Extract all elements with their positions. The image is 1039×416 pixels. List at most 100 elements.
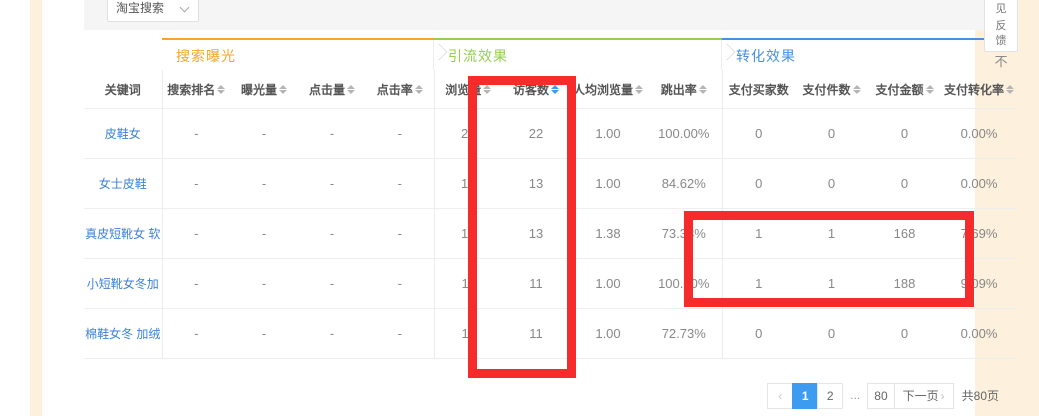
pagination-page-last[interactable]: 80 xyxy=(867,382,895,409)
traffic-source-select-value: 淘宝搜索 xyxy=(116,0,165,15)
pagination-next-label: 下一页 xyxy=(902,388,939,403)
column-header-pv-per-visitor-label: 人均浏览量 xyxy=(572,82,633,97)
cell-search-rank: - xyxy=(161,158,230,209)
cell-paid-items: 0 xyxy=(795,308,868,359)
sort-arrows-icon[interactable] xyxy=(414,84,423,94)
column-header-row: 关键词 搜索排名 曝光量 点击量 点击率 浏览量 访客数 xyxy=(84,70,1017,109)
keyword-effect-table-wrapper: 搜索曝光 引流效果 转化效果 xyxy=(84,30,1017,375)
cell-pageviews: 11 xyxy=(433,258,502,309)
column-header-search-rank[interactable]: 搜索排名 xyxy=(161,70,230,109)
cell-paid-amount: 0 xyxy=(868,308,941,359)
cell-impressions: - xyxy=(230,308,298,359)
cell-clicks: - xyxy=(298,308,366,359)
sort-arrows-icon[interactable] xyxy=(217,84,226,94)
cell-pv-per-visitor: 1.00 xyxy=(570,308,646,359)
cell-ctr: - xyxy=(366,108,434,159)
group-title-search-exposure: 搜索曝光 xyxy=(176,48,236,64)
column-header-paid-buyers: 支付买家数 xyxy=(721,70,795,109)
cell-conversion-rate: 0.00% xyxy=(941,108,1017,159)
group-header-traffic-effect: 引流效果 xyxy=(433,30,722,70)
keyword-link[interactable]: 真皮短靴女 软 xyxy=(85,227,161,241)
column-header-paid-amount[interactable]: 支付金额 xyxy=(868,70,941,109)
table-row: 皮鞋女 - - - - 22 22 1.00 100.00% 0 0 0 0.0… xyxy=(84,108,1017,159)
cell-ctr: - xyxy=(366,258,434,309)
column-header-ctr-label: 点击率 xyxy=(376,82,413,97)
table-row: 真皮短靴女 软 - - - - 18 13 1.38 73.33% 1 1 16… xyxy=(84,208,1017,259)
cell-paid-amount: 0 xyxy=(868,158,941,209)
cell-paid-buyers: 0 xyxy=(721,108,795,159)
sort-arrows-icon[interactable] xyxy=(635,84,643,94)
column-header-pageviews-label: 浏览量 xyxy=(445,82,482,97)
cell-paid-items: 1 xyxy=(795,258,868,309)
keyword-link[interactable]: 女士皮鞋 xyxy=(98,177,147,191)
group-title-conversion-effect: 转化效果 xyxy=(736,48,796,64)
cell-paid-buyers: 0 xyxy=(721,308,795,359)
cell-keyword: 皮鞋女 xyxy=(84,108,163,159)
sort-arrows-icon[interactable] xyxy=(347,84,355,94)
keyword-link[interactable]: 棉鞋女冬 加绒 xyxy=(85,327,161,341)
cell-impressions: - xyxy=(230,208,298,259)
cell-pageviews: 22 xyxy=(433,108,502,159)
cell-paid-buyers: 0 xyxy=(721,158,795,209)
cell-pageviews: 13 xyxy=(433,158,502,209)
column-header-conversion-rate[interactable]: 支付转化率 xyxy=(941,70,1017,109)
sort-arrows-icon[interactable] xyxy=(925,84,934,94)
keyword-link[interactable]: 小短靴女冬加 xyxy=(86,277,159,291)
traffic-source-select[interactable]: 淘宝搜索 xyxy=(107,0,199,22)
sort-arrows-icon[interactable] xyxy=(279,84,287,94)
cell-bounce-rate: 84.62% xyxy=(646,158,722,209)
page-background-strip xyxy=(30,0,42,416)
cell-pv-per-visitor: 1.00 xyxy=(570,158,646,209)
cell-visitors: 22 xyxy=(502,108,570,159)
sort-arrows-icon[interactable] xyxy=(483,84,492,94)
column-header-clicks-label: 点击量 xyxy=(308,82,345,97)
pagination-total-pages: 共80页 xyxy=(961,389,999,403)
cell-pv-per-visitor: 1.00 xyxy=(570,258,646,309)
column-header-ctr[interactable]: 点击率 xyxy=(366,70,434,109)
column-header-paid-items-label: 支付件数 xyxy=(802,82,851,97)
cell-paid-items: 0 xyxy=(795,108,868,159)
pagination: ‹ 1 2 ... 80 下一页 › 共80页 xyxy=(84,375,1017,416)
pagination-page-1[interactable]: 1 xyxy=(792,382,819,409)
cell-clicks: - xyxy=(298,158,366,209)
cell-search-rank: - xyxy=(161,308,230,359)
sort-arrows-icon[interactable] xyxy=(698,84,707,94)
feedback-label-line1: 意见 xyxy=(995,3,1007,15)
column-header-pv-per-visitor[interactable]: 人均浏览量 xyxy=(570,70,646,109)
column-header-bounce-rate[interactable]: 跳出率 xyxy=(646,70,722,109)
cell-visitors: 13 xyxy=(502,158,570,209)
column-header-paid-items[interactable]: 支付件数 xyxy=(795,70,868,109)
feedback-label-line2: 反馈 xyxy=(995,20,1007,47)
sort-arrows-icon[interactable] xyxy=(1006,84,1014,94)
cell-keyword: 小短靴女冬加 xyxy=(84,258,163,309)
cell-search-rank: - xyxy=(161,258,230,309)
cell-search-rank: - xyxy=(161,108,230,159)
group-header-conversion-effect: 转化效果 xyxy=(721,30,1017,70)
cell-bounce-rate: 73.33% xyxy=(646,208,722,259)
cell-keyword: 真皮短靴女 软 xyxy=(84,208,163,259)
table-row: 女士皮鞋 - - - - 13 13 1.00 84.62% 0 0 0 0.0… xyxy=(84,158,1017,209)
cell-paid-amount: 188 xyxy=(868,258,941,309)
pagination-page-2[interactable]: 2 xyxy=(817,382,844,409)
cell-clicks: - xyxy=(298,258,366,309)
sort-arrows-icon[interactable] xyxy=(852,84,861,94)
cell-paid-amount: 168 xyxy=(868,208,941,259)
column-header-impressions[interactable]: 曝光量 xyxy=(230,70,298,109)
keyword-link[interactable]: 皮鞋女 xyxy=(104,127,141,141)
group-header-blank xyxy=(84,30,162,70)
column-header-visitors[interactable]: 访客数 xyxy=(502,70,570,109)
cell-impressions: - xyxy=(230,158,298,209)
sort-arrows-active-icon[interactable] xyxy=(551,84,559,94)
cell-conversion-rate: 7.69% xyxy=(941,208,1017,259)
page-background-left xyxy=(0,0,30,416)
column-header-bounce-rate-label: 跳出率 xyxy=(660,82,697,97)
column-header-clicks[interactable]: 点击量 xyxy=(298,70,366,109)
feedback-tab[interactable]: 意见 反馈 不 xyxy=(984,0,1018,69)
collapse-arrow-icon[interactable]: 不 xyxy=(994,54,1008,69)
column-header-pageviews[interactable]: 浏览量 xyxy=(433,70,502,109)
group-title-traffic-effect: 引流效果 xyxy=(448,48,508,64)
cell-impressions: - xyxy=(230,258,298,309)
cell-bounce-rate: 100.00% xyxy=(646,258,722,309)
pagination-prev-button[interactable]: ‹ xyxy=(767,382,794,409)
pagination-next-button[interactable]: 下一页 › xyxy=(893,382,954,409)
